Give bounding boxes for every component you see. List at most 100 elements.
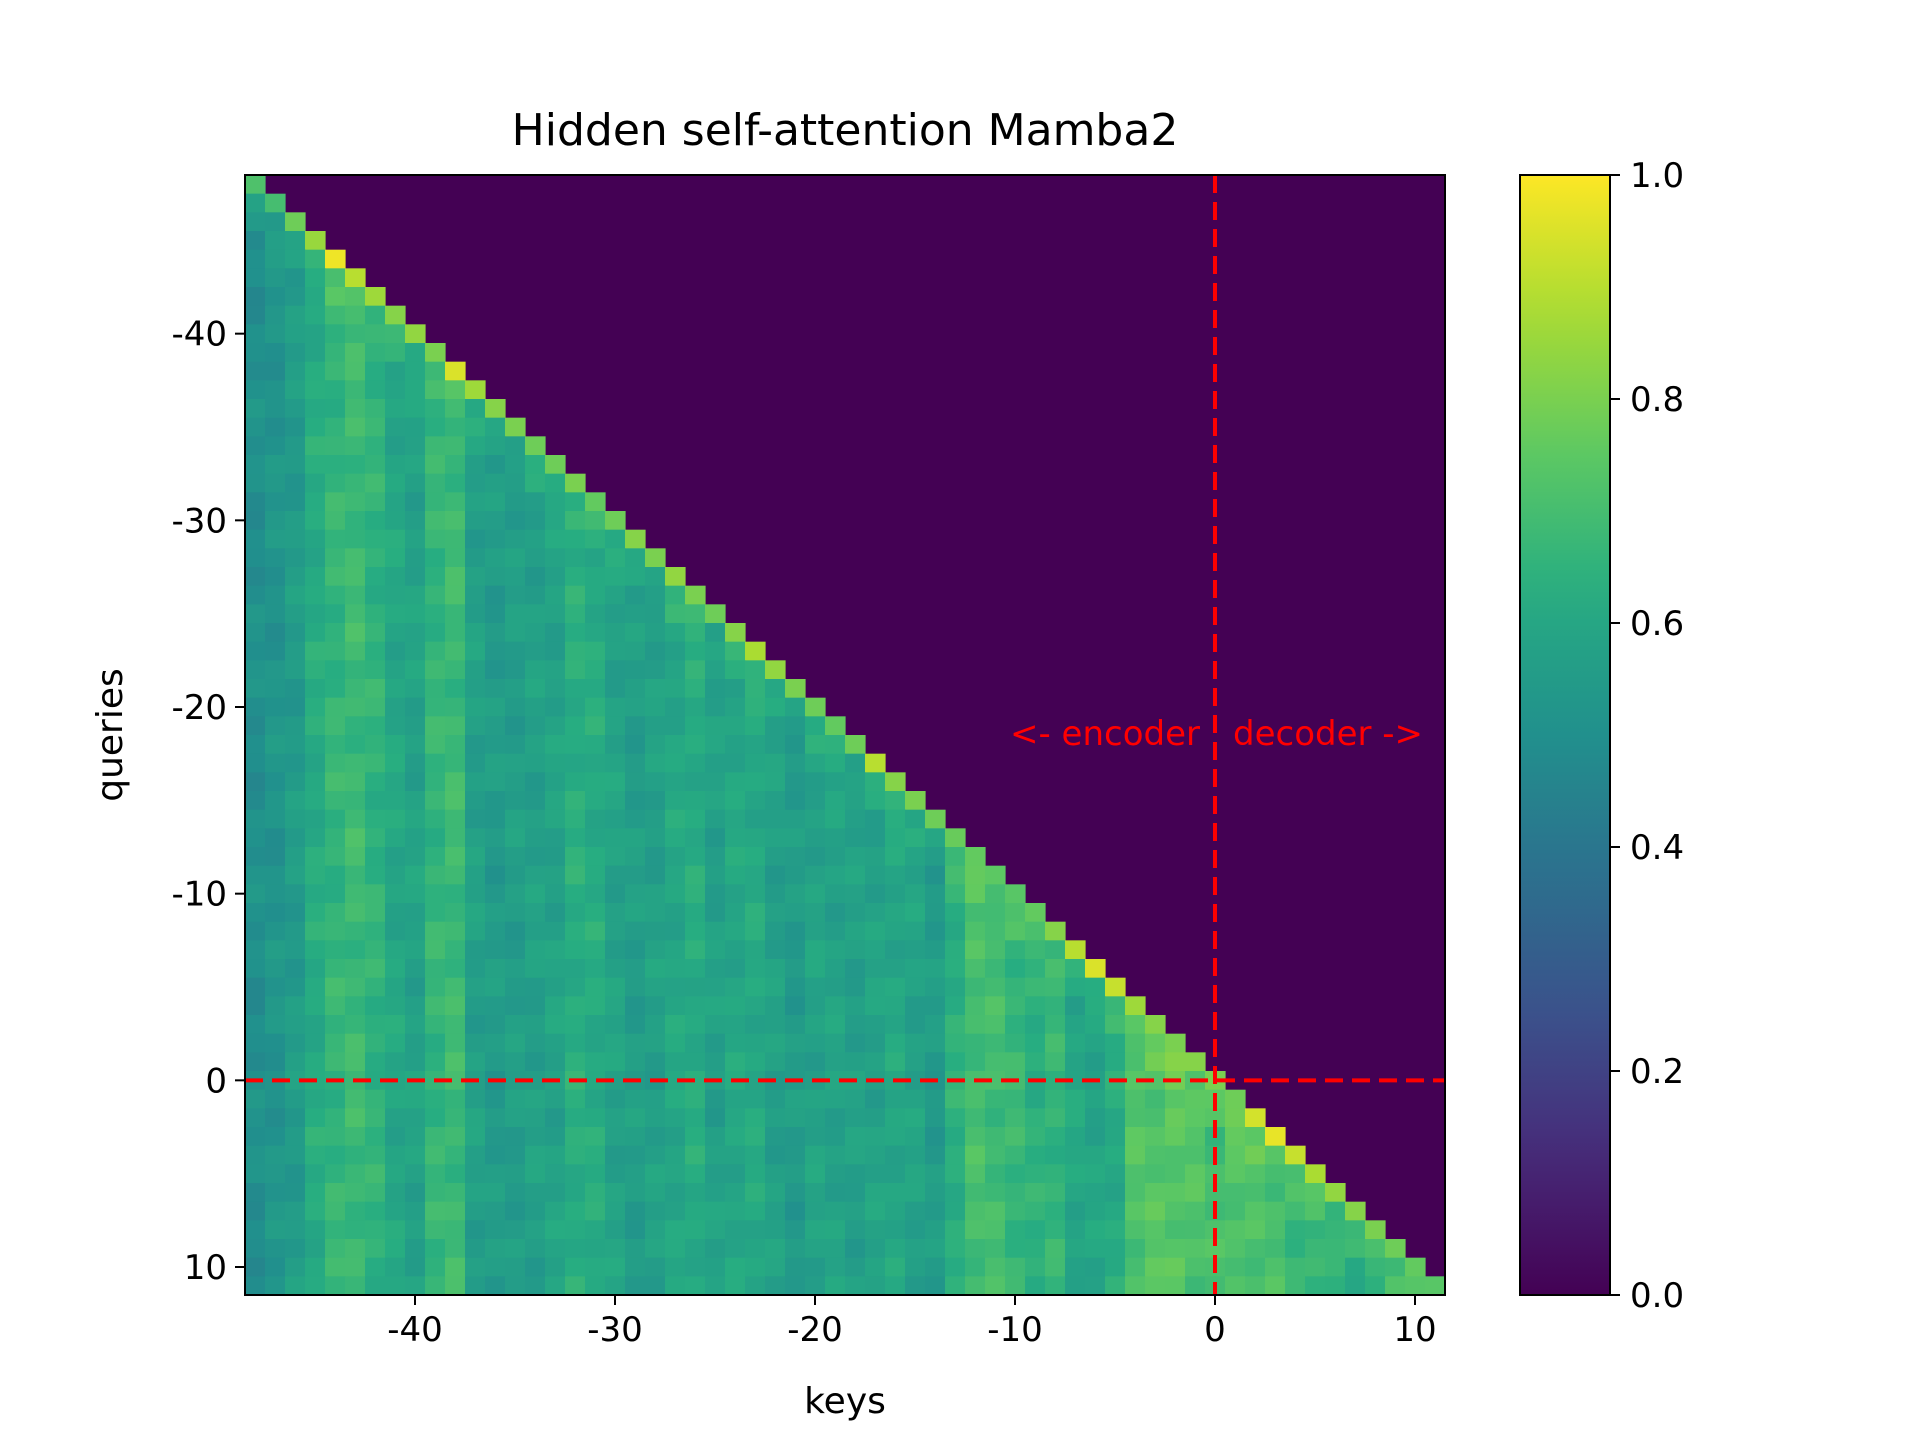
heatmap-cell (245, 1257, 266, 1277)
heatmap-cell (465, 567, 486, 587)
heatmap-cell (845, 959, 866, 979)
heatmap-cell (425, 1164, 446, 1184)
heatmap-cell (465, 1183, 486, 1203)
heatmap-cell (645, 1052, 666, 1072)
heatmap-cell (525, 1257, 546, 1277)
heatmap-cell (385, 735, 406, 755)
heatmap-cell (465, 660, 486, 680)
heatmap-cell (285, 1164, 306, 1184)
heatmap-cell (365, 865, 386, 885)
heatmap-cell (925, 1089, 946, 1109)
y-tick-label: 0 (205, 1061, 227, 1101)
heatmap-cell (565, 735, 586, 755)
heatmap-cell (345, 660, 366, 680)
heatmap-cell (1165, 1183, 1186, 1203)
colorbar-tick-label: 1.0 (1630, 156, 1684, 196)
heatmap-cell (765, 977, 786, 997)
heatmap-cell (665, 716, 686, 736)
heatmap-cell (325, 473, 346, 493)
heatmap-cell (1005, 921, 1026, 941)
heatmap-cell (465, 791, 486, 811)
heatmap-cell (665, 604, 686, 624)
heatmap-cell (345, 305, 366, 325)
heatmap-cell (285, 380, 306, 400)
heatmap-cell (885, 865, 906, 885)
heatmap-cell (405, 361, 426, 381)
heatmap-cell (745, 1239, 766, 1259)
heatmap-cell (525, 772, 546, 792)
heatmap-cell (325, 399, 346, 419)
heatmap-cell (745, 753, 766, 773)
heatmap-cell (745, 1164, 766, 1184)
heatmap-cell (645, 959, 666, 979)
heatmap-cell (785, 865, 806, 885)
heatmap-cell (405, 735, 426, 755)
heatmap-cell (685, 847, 706, 867)
heatmap-cell (525, 921, 546, 941)
heatmap-cell (425, 1257, 446, 1277)
heatmap-cell (485, 716, 506, 736)
heatmap-cell (325, 959, 346, 979)
heatmap-cell (265, 380, 286, 400)
heatmap-cell (325, 884, 346, 904)
heatmap-cell (505, 623, 526, 643)
heatmap-cell (345, 623, 366, 643)
heatmap-cell (665, 660, 686, 680)
heatmap-cell (1245, 1183, 1266, 1203)
heatmap-cell (1005, 1164, 1026, 1184)
heatmap-cell (325, 865, 346, 885)
heatmap-cell (305, 847, 326, 867)
heatmap-cell (285, 249, 306, 269)
heatmap-cell (1105, 1183, 1126, 1203)
heatmap-cell (1005, 959, 1026, 979)
heatmap-cell (745, 1015, 766, 1035)
heatmap-cell (1085, 1145, 1106, 1165)
heatmap-cell (945, 959, 966, 979)
heatmap-cell (625, 585, 646, 605)
heatmap-cell (665, 847, 686, 867)
heatmap-cell (505, 1220, 526, 1240)
heatmap-cell (485, 735, 506, 755)
heatmap-cell (285, 399, 306, 419)
heatmap-cell (245, 231, 266, 251)
heatmap-cell (565, 753, 586, 773)
heatmap-cell (1245, 1239, 1266, 1259)
heatmap-cell (325, 1033, 346, 1053)
heatmap-cell (1145, 1089, 1166, 1109)
heatmap-cell (1225, 1257, 1246, 1277)
heatmap-cell (425, 940, 446, 960)
heatmap-cell (365, 324, 386, 344)
heatmap-cell (365, 1071, 386, 1091)
heatmap-cell (565, 623, 586, 643)
heatmap-cell (785, 1127, 806, 1147)
heatmap-cell (465, 865, 486, 885)
heatmap-cell (705, 828, 726, 848)
heatmap-cell (345, 1089, 366, 1109)
heatmap-cell (485, 679, 506, 699)
heatmap-cell (865, 1052, 886, 1072)
heatmap-cell (485, 772, 506, 792)
heatmap-cell (265, 1183, 286, 1203)
heatmap-cell (465, 492, 486, 512)
heatmap-cell (525, 1052, 546, 1072)
heatmap-cell (445, 1033, 466, 1053)
heatmap-cell (945, 1164, 966, 1184)
heatmap-cell (245, 436, 266, 456)
heatmap-cell (385, 1108, 406, 1128)
heatmap-cell (545, 492, 566, 512)
heatmap-cell (625, 1089, 646, 1109)
heatmap-cell (245, 361, 266, 381)
heatmap-cell (885, 809, 906, 829)
heatmap-cell (285, 1033, 306, 1053)
heatmap-cell (365, 809, 386, 829)
heatmap-cell (805, 865, 826, 885)
heatmap-cell (925, 1183, 946, 1203)
heatmap-cell (525, 1164, 546, 1184)
heatmap-cell (745, 996, 766, 1016)
heatmap-cell (445, 884, 466, 904)
heatmap-cell (605, 1257, 626, 1277)
heatmap-cell (545, 847, 566, 867)
heatmap-cell (465, 977, 486, 997)
heatmap-cell (265, 1145, 286, 1165)
heatmap-cell (465, 473, 486, 493)
